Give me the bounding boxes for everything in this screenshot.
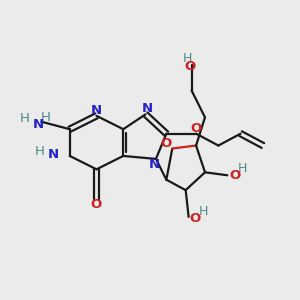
Text: O: O — [184, 60, 196, 73]
Text: H: H — [182, 52, 192, 65]
Text: N: N — [91, 104, 102, 117]
Text: O: O — [161, 137, 172, 150]
Text: O: O — [189, 212, 200, 225]
Text: H: H — [20, 112, 30, 125]
Text: N: N — [48, 148, 59, 161]
Text: O: O — [91, 198, 102, 211]
Text: H: H — [35, 145, 45, 158]
Text: H: H — [199, 205, 208, 218]
Text: H: H — [238, 162, 247, 175]
Text: O: O — [190, 122, 202, 135]
Text: N: N — [149, 158, 160, 171]
Text: N: N — [32, 118, 44, 131]
Text: N: N — [142, 103, 153, 116]
Text: O: O — [229, 169, 240, 182]
Text: H: H — [41, 111, 51, 124]
